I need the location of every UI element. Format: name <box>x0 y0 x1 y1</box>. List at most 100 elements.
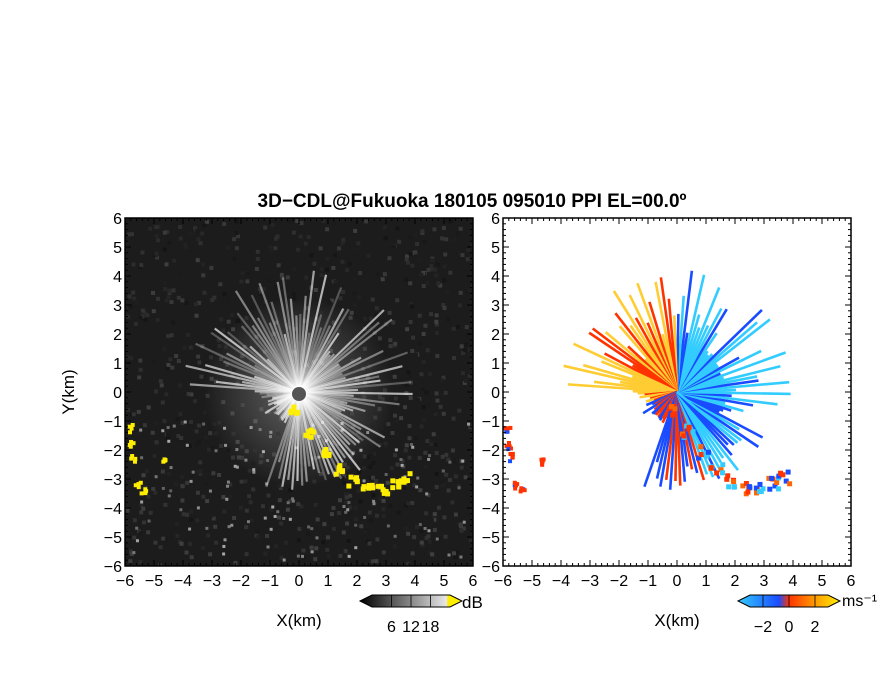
echo-speckle <box>214 449 218 453</box>
noise-cell <box>228 482 233 487</box>
noise-cell <box>138 367 143 372</box>
noise-cell <box>372 330 377 335</box>
noise-cell <box>443 534 448 539</box>
noise-cell <box>408 380 413 385</box>
noise-cell <box>441 225 446 230</box>
x-tick-label: 2 <box>731 573 740 590</box>
strong-echo-cell <box>144 489 149 494</box>
noise-cell <box>417 456 422 461</box>
strong-echo-cell <box>366 485 372 491</box>
noise-cell <box>302 555 307 560</box>
noise-cell <box>468 538 473 543</box>
noise-cell <box>164 392 169 397</box>
echo-speckle <box>467 422 471 426</box>
velocity-cell <box>506 440 511 445</box>
noise-cell <box>155 255 160 260</box>
noise-cell <box>427 550 432 555</box>
noise-cell <box>202 410 207 415</box>
x-tick-label: −3 <box>581 573 599 590</box>
noise-cell <box>331 221 336 226</box>
noise-cell <box>424 390 429 395</box>
strong-echo-cell <box>321 452 327 458</box>
noise-cell <box>399 416 404 421</box>
noise-cell <box>204 219 209 224</box>
echo-speckle <box>169 489 173 493</box>
noise-cell <box>280 275 285 280</box>
noise-cell <box>311 488 316 493</box>
noise-cell <box>247 494 252 499</box>
noise-cell <box>421 405 426 410</box>
velocity-cell <box>698 452 704 458</box>
noise-cell <box>400 459 405 464</box>
strong-echo-cell <box>336 465 342 471</box>
y-tick-label: 0 <box>113 385 122 402</box>
echo-speckle <box>271 505 275 509</box>
noise-cell <box>166 295 171 300</box>
noise-cell <box>381 507 386 512</box>
noise-cell <box>442 264 447 269</box>
noise-cell <box>338 498 343 503</box>
colorbar-tick-label: 18 <box>422 619 440 636</box>
reflectivity-colorbar-unit: dB <box>462 593 483 612</box>
noise-cell <box>411 335 416 340</box>
echo-speckle <box>222 544 226 548</box>
noise-cell <box>438 404 443 409</box>
noise-cell <box>442 278 447 283</box>
noise-cell <box>434 322 439 327</box>
noise-cell <box>245 279 250 284</box>
echo-speckle <box>400 463 404 467</box>
noise-cell <box>470 284 473 289</box>
noise-cell <box>356 241 361 246</box>
noise-cell <box>434 450 439 455</box>
noise-cell <box>405 327 410 332</box>
noise-cell <box>451 458 456 463</box>
noise-cell <box>171 320 176 325</box>
noise-cell <box>383 441 388 446</box>
echo-speckle <box>276 510 280 514</box>
noise-cell <box>419 529 424 534</box>
noise-cell <box>195 469 200 474</box>
noise-cell <box>163 281 168 286</box>
strong-echo-cell <box>303 432 309 438</box>
velocity-cell <box>515 482 520 487</box>
noise-cell <box>292 518 297 523</box>
noise-cell <box>424 511 429 516</box>
noise-cell <box>329 512 334 517</box>
noise-cell <box>175 533 180 538</box>
y-tick-label: 5 <box>491 240 500 257</box>
noise-cell <box>363 529 368 534</box>
colorbar-tick-label: 6 <box>387 619 396 636</box>
velocity-cell <box>760 486 766 492</box>
noise-cell <box>279 521 284 526</box>
strong-echo-cell <box>132 459 137 464</box>
noise-cell <box>234 231 239 236</box>
noise-cell <box>199 374 204 379</box>
noise-cell <box>471 231 473 236</box>
noise-cell <box>352 303 357 308</box>
noise-cell <box>168 357 173 362</box>
noise-cell <box>277 498 282 503</box>
velocity-cell <box>510 455 515 460</box>
strong-echo-cell <box>379 483 385 489</box>
strong-echo-cell <box>129 426 134 431</box>
noise-cell <box>301 548 306 553</box>
noise-cell <box>356 295 361 300</box>
echo-speckle <box>411 445 415 449</box>
strong-echo-cell <box>339 469 345 475</box>
strong-echo-cell <box>291 404 297 410</box>
x-tick-label: 3 <box>760 573 769 590</box>
noise-cell <box>174 482 179 487</box>
noise-cell <box>344 500 349 505</box>
noise-cell <box>299 504 304 509</box>
noise-cell <box>319 267 324 272</box>
noise-cell <box>435 262 440 267</box>
velocity-cell <box>726 484 732 490</box>
noise-cell <box>154 389 159 394</box>
noise-cell <box>273 284 278 289</box>
noise-cell <box>275 234 280 239</box>
noise-cell <box>406 531 411 536</box>
noise-cell <box>309 253 314 258</box>
noise-cell <box>363 316 368 321</box>
strong-echo-cell <box>326 451 332 457</box>
noise-cell <box>382 272 387 277</box>
